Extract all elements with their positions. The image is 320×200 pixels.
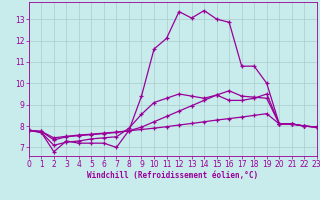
X-axis label: Windchill (Refroidissement éolien,°C): Windchill (Refroidissement éolien,°C) — [87, 171, 258, 180]
